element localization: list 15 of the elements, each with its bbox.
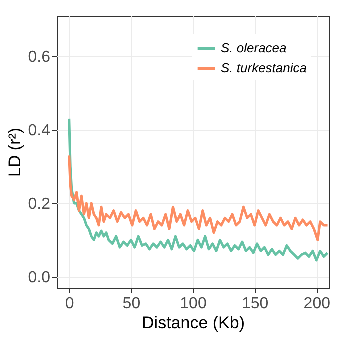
x-tick-label: 50 [122, 296, 141, 312]
line-series [68, 118, 330, 262]
line-series [68, 154, 330, 242]
y-tick-label: 0.2 [28, 196, 51, 213]
legend-label: S. turkestanica [221, 60, 307, 76]
legend-label: S. oleracea [221, 40, 287, 56]
x-tick-label: 100 [180, 296, 207, 312]
x-tick-label: 200 [304, 296, 331, 312]
x-axis-title: Distance (Kb) [142, 314, 245, 332]
y-axis-title: LD (r²) [5, 128, 24, 178]
y-tick-label: 0.0 [28, 269, 51, 286]
y-tick-label: 0.4 [28, 122, 51, 140]
y-tick-label: 0.6 [28, 48, 51, 66]
x-tick-label: 0 [65, 296, 74, 312]
x-tick-label: 150 [242, 296, 269, 312]
